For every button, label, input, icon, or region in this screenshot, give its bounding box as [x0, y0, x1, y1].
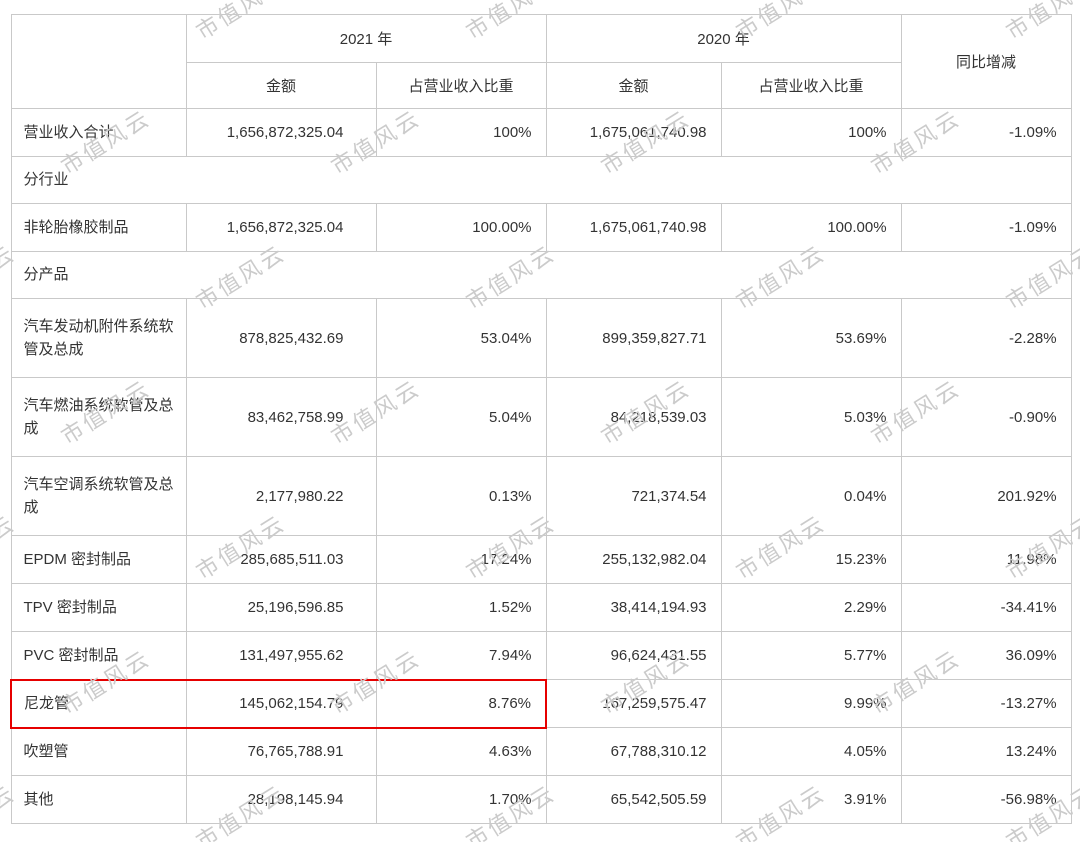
share-2020: 2.29% [720, 583, 902, 632]
header-year-2020: 2020 年 [545, 14, 902, 63]
amount-2020: 1,675,061,740.98 [545, 203, 722, 252]
row-label: 汽车空调系统软管及总成 [10, 456, 187, 536]
share-2021: 53.04% [375, 298, 547, 378]
table-row: 汽车发动机附件系统软管及总成 878,825,432.69 53.04% 899,35… [10, 298, 1072, 378]
header-year-2021: 2021 年 [185, 14, 547, 63]
share-2020: 100.00% [720, 203, 902, 252]
share-2020: 15.23% [720, 535, 902, 584]
header-amount-2020: 金额 [545, 62, 722, 109]
share-2020: 9.99% [720, 679, 902, 728]
section-row: 分行业 [10, 156, 1072, 204]
share-2021: 100% [375, 108, 547, 157]
row-label: TPV 密封制品 [10, 583, 187, 632]
table-row: EPDM 密封制品 285,685,511.03 17.24% 255,132,982… [10, 535, 1072, 584]
share-2020: 5.03% [720, 377, 902, 457]
yoy-change: -1.09% [900, 108, 1072, 157]
yoy-change: 36.09% [900, 631, 1072, 680]
yoy-change: 11.98% [900, 535, 1072, 584]
yoy-change: -34.41% [900, 583, 1072, 632]
table-row: 营业收入合计 1,656,872,325.04 100% 1,675,061,740.… [10, 108, 1072, 157]
row-label: EPDM 密封制品 [10, 535, 187, 584]
row-label: 营业收入合计 [10, 108, 187, 157]
row-label-highlighted: 尼龙管 [10, 678, 187, 729]
table-row: 吹塑管 76,765,788.91 4.63% 67,788,310.12 4.05% 1… [10, 727, 1072, 776]
amount-2020: 96,624,431.55 [545, 631, 722, 680]
share-2020: 4.05% [720, 727, 902, 776]
row-label: 汽车发动机附件系统软管及总成 [10, 298, 187, 378]
header-row-metrics: 金额 占营业收入比重 金额 占营业收入比重 [11, 62, 1071, 109]
share-2021: 1.52% [375, 583, 547, 632]
amount-2020: 65,542,505.59 [545, 775, 722, 824]
table-row: 非轮胎橡胶制品 1,656,872,325.04 100.00% 1,675,061,… [10, 203, 1072, 252]
revenue-table: 2021 年 2020 年 同比增减 金额 占营业收入比重 金额 占营业收入比重… [10, 14, 1072, 824]
amount-2020: 255,132,982.04 [545, 535, 722, 584]
amount-2020: 721,374.54 [545, 456, 722, 536]
section-row: 分产品 [10, 251, 1072, 299]
yoy-change: -1.09% [900, 203, 1072, 252]
row-label: PVC 密封制品 [10, 631, 187, 680]
row-label: 吹塑管 [10, 727, 187, 776]
table-row: 其他 28,198,145.94 1.70% 65,542,505.59 3.91% -5… [10, 775, 1072, 824]
header-amount-2021: 金额 [185, 62, 377, 109]
row-label: 汽车燃油系统软管及总成 [10, 377, 187, 457]
table-header: 2021 年 2020 年 同比增减 金额 占营业收入比重 金额 占营业收入比重 [10, 14, 1072, 109]
share-2020: 53.69% [720, 298, 902, 378]
amount-2020: 1,675,061,740.98 [545, 108, 722, 157]
amount-2021-highlighted: 145,062,154.79 [185, 678, 377, 729]
header-row-years: 2021 年 2020 年 同比增减 [10, 14, 1072, 109]
table-row: 汽车燃油系统软管及总成 83,462,758.99 5.04% 84,218,539.… [10, 377, 1072, 457]
share-2021: 17.24% [375, 535, 547, 584]
section-label: 分行业 [10, 156, 1072, 204]
yoy-change: -2.28% [900, 298, 1072, 378]
table-body: 营业收入合计 1,656,872,325.04 100% 1,675,061,740.… [10, 108, 1072, 824]
table-row: TPV 密封制品 25,196,596.85 1.52% 38,414,194.93 2… [10, 583, 1072, 632]
amount-2021: 285,685,511.03 [185, 535, 377, 584]
share-2021-highlighted: 8.76% [375, 678, 548, 729]
header-share-2020: 占营业收入比重 [720, 62, 902, 109]
amount-2021: 1,656,872,325.04 [185, 108, 377, 157]
amount-2020: 67,788,310.12 [545, 727, 722, 776]
header-empty-cell [10, 14, 187, 109]
amount-2021: 28,198,145.94 [185, 775, 377, 824]
amount-2021: 1,656,872,325.04 [185, 203, 377, 252]
header-share-2021: 占营业收入比重 [375, 62, 547, 109]
amount-2021: 25,196,596.85 [185, 583, 377, 632]
yoy-change: -0.90% [900, 377, 1072, 457]
amount-2020: 899,359,827.71 [545, 298, 722, 378]
share-2020: 0.04% [720, 456, 902, 536]
row-label: 非轮胎橡胶制品 [10, 203, 187, 252]
amount-2021: 878,825,432.69 [185, 298, 377, 378]
amount-2020: 84,218,539.03 [545, 377, 722, 457]
table-row: 尼龙管 145,062,154.79 8.76% 167,259,575.47 9.99… [10, 678, 1072, 729]
share-2021: 7.94% [375, 631, 547, 680]
amount-2020: 167,259,575.47 [545, 679, 722, 728]
yoy-change: -13.27% [900, 679, 1072, 728]
share-2021: 0.13% [375, 456, 547, 536]
revenue-table-container: 2021 年 2020 年 同比增减 金额 占营业收入比重 金额 占营业收入比重… [10, 14, 1072, 824]
section-label: 分产品 [10, 251, 1072, 299]
table-row: PVC 密封制品 131,497,955.62 7.94% 96,624,431.55… [10, 631, 1072, 680]
header-yoy: 同比增减 [900, 14, 1072, 109]
row-label: 其他 [10, 775, 187, 824]
amount-2021: 131,497,955.62 [185, 631, 377, 680]
share-2020: 5.77% [720, 631, 902, 680]
amount-2021: 83,462,758.99 [185, 377, 377, 457]
share-2020: 3.91% [720, 775, 902, 824]
table-row: 汽车空调系统软管及总成 2,177,980.22 0.13% 721,374.54 0.… [10, 456, 1072, 536]
amount-2021: 2,177,980.22 [185, 456, 377, 536]
share-2021: 1.70% [375, 775, 547, 824]
share-2021: 5.04% [375, 377, 547, 457]
share-2021: 100.00% [375, 203, 547, 252]
share-2021: 4.63% [375, 727, 547, 776]
yoy-change: 201.92% [900, 456, 1072, 536]
amount-2021: 76,765,788.91 [185, 727, 377, 776]
yoy-change: 13.24% [900, 727, 1072, 776]
amount-2020: 38,414,194.93 [545, 583, 722, 632]
yoy-change: -56.98% [900, 775, 1072, 824]
share-2020: 100% [720, 108, 902, 157]
